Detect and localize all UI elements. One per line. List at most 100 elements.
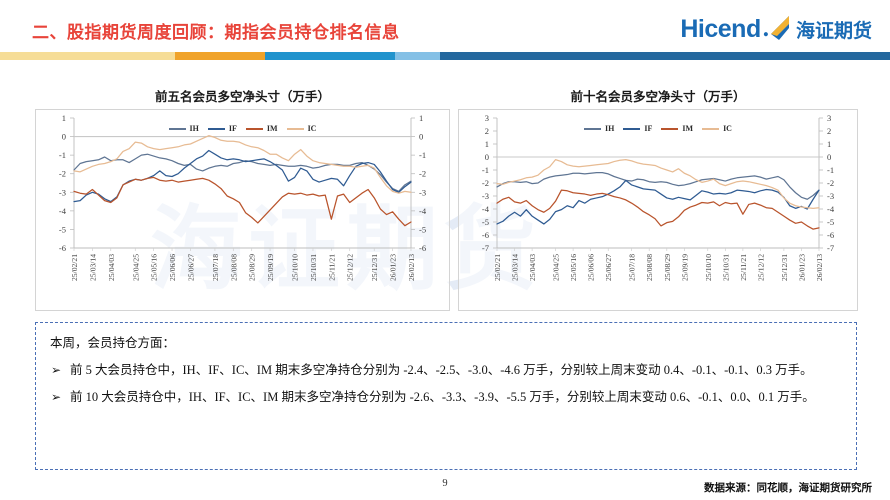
svg-text:25/08/29: 25/08/29 xyxy=(663,254,672,281)
divider-segment-orange xyxy=(175,52,265,60)
svg-text:25/09/19: 25/09/19 xyxy=(680,254,689,281)
svg-text:25/06/27: 25/06/27 xyxy=(186,254,195,281)
svg-text:0: 0 xyxy=(827,152,831,162)
svg-text:0: 0 xyxy=(62,132,66,142)
svg-text:-2: -2 xyxy=(482,178,489,188)
data-source-label: 数据来源：同花顺，海证期货研究所 xyxy=(704,483,872,494)
divider-segment-medium-blue xyxy=(265,52,395,60)
svg-text:-1: -1 xyxy=(482,165,489,175)
svg-text:-6: -6 xyxy=(59,243,66,253)
svg-text:1: 1 xyxy=(62,113,66,123)
note-text-top10: 前 10 大会员持仓中，IH、IF、IC、IM 期末多空净持仓分别为 -2.6、… xyxy=(70,389,815,404)
svg-text:25/12/31: 25/12/31 xyxy=(780,254,789,281)
svg-text:25/06/06: 25/06/06 xyxy=(168,254,177,281)
svg-text:-3: -3 xyxy=(482,191,489,201)
chart-top5-title: 前五名会员多空净头寸（万手） xyxy=(154,90,330,104)
note-item-top5: ➢ 前 5 大会员持仓中，IH、IF、IC、IM 期末多空净持仓分别为 -2.4… xyxy=(50,360,842,382)
svg-text:25/03/14: 25/03/14 xyxy=(511,254,520,281)
chart-top10-frame: 3 3 2 2 1 1 0 0 -1 -1 -2 -2 -3 -3 -4 -4 -5 -5 -6 -6 -7 -7 25/0… xyxy=(458,109,858,311)
svg-text:26/01/23: 26/01/23 xyxy=(389,254,398,281)
svg-text:25/03/14: 25/03/14 xyxy=(88,254,97,281)
svg-text:25/10/10: 25/10/10 xyxy=(704,254,713,281)
svg-text:1: 1 xyxy=(419,113,423,123)
divider-segment-dark-blue xyxy=(440,52,890,60)
svg-text:25/10/31: 25/10/31 xyxy=(721,254,730,281)
svg-text:25/04/03: 25/04/03 xyxy=(528,254,537,281)
svg-text:25/08/08: 25/08/08 xyxy=(645,254,654,281)
svg-text:25/09/19: 25/09/19 xyxy=(266,254,275,281)
svg-text:0: 0 xyxy=(419,132,423,142)
logo-swoosh-icon xyxy=(767,14,793,44)
svg-text:-1: -1 xyxy=(827,165,834,175)
logo-wordmark: Hicend xyxy=(680,14,761,43)
svg-text:-5: -5 xyxy=(482,217,489,227)
note-item-top10: ➢ 前 10 大会员持仓中，IH、IF、IC、IM 期末多空净持仓分别为 -2.… xyxy=(50,387,842,409)
page-number: 9 xyxy=(442,478,448,489)
logo-chinese-name: 海证期货 xyxy=(795,20,872,42)
svg-text:-4: -4 xyxy=(827,204,835,214)
svg-text:-1: -1 xyxy=(59,150,66,160)
svg-text:26/02/13: 26/02/13 xyxy=(407,254,416,281)
chart-top5-frame: 1 1 0 0 -1 -1 -2 -2 -3 -3 -4 -4 -5 -5 -6 -6 25/02/21 25/0… xyxy=(35,109,450,311)
svg-text:25/04/03: 25/04/03 xyxy=(107,254,116,281)
summary-note-box: 本周，会员持仓方面： ➢ 前 5 大会员持仓中，IH、IF、IC、IM 期末多空… xyxy=(35,322,857,470)
svg-text:25/08/08: 25/08/08 xyxy=(229,254,238,281)
chart-top5-plot: 1 1 0 0 -1 -1 -2 -2 -3 -3 -4 -4 -5 -5 -6 -6 25/02/21 25/0… xyxy=(59,113,427,281)
svg-text:2: 2 xyxy=(827,126,831,136)
svg-text:25/12/12: 25/12/12 xyxy=(756,254,765,281)
svg-text:-4: -4 xyxy=(59,206,67,216)
chart-top10: 前十名会员多空净头寸（万手） 3 3 2 2 1 1 0 0 -1 -1 -2 -2 -3 -3 -4 -4 -… xyxy=(458,86,858,311)
svg-text:26/02/13: 26/02/13 xyxy=(815,254,824,281)
svg-text:-7: -7 xyxy=(827,243,834,253)
svg-text:25/05/16: 25/05/16 xyxy=(150,254,159,281)
svg-text:25/04/25: 25/04/25 xyxy=(131,254,140,281)
svg-text:-2: -2 xyxy=(827,178,834,188)
svg-text:25/10/10: 25/10/10 xyxy=(291,254,300,281)
divider-segment-pale-yellow xyxy=(0,52,175,60)
note-lead: 本周，会员持仓方面： xyxy=(50,336,176,350)
svg-text:25/04/25: 25/04/25 xyxy=(552,254,561,281)
svg-text:-2: -2 xyxy=(419,169,426,179)
svg-text:-5: -5 xyxy=(59,224,66,234)
svg-text:0: 0 xyxy=(485,152,489,162)
svg-text:3: 3 xyxy=(485,113,489,123)
svg-text:-3: -3 xyxy=(827,191,834,201)
svg-text:-6: -6 xyxy=(419,243,426,253)
page-title: 二、股指期货周度回顾：期指会员持仓排名信息 xyxy=(32,23,400,42)
svg-text:25/11/21: 25/11/21 xyxy=(327,254,336,281)
chart-top5: 前五名会员多空净头寸（万手） 1 1 0 0 -1 -1 -2 -2 -3 -3 -4 -4 -5 -5 -… xyxy=(35,86,450,311)
svg-text:-6: -6 xyxy=(827,230,834,240)
note-text-top5: 前 5 大会员持仓中，IH、IF、IC、IM 期末多空净持仓分别为 -2.4、-… xyxy=(70,363,813,377)
svg-text:2: 2 xyxy=(485,126,489,136)
svg-text:-3: -3 xyxy=(59,187,66,197)
svg-text:25/10/31: 25/10/31 xyxy=(309,254,318,281)
chart-top10-plot: 3 3 2 2 1 1 0 0 -1 -1 -2 -2 -3 -3 -4 -4 -5 -5 -6 -6 -7 -7 25/0… xyxy=(482,113,835,281)
header-divider-bar xyxy=(0,52,890,60)
note-bullet-icon: ➢ xyxy=(51,389,62,404)
svg-text:1: 1 xyxy=(485,139,489,149)
svg-text:-3: -3 xyxy=(419,187,426,197)
svg-text:25/02/21: 25/02/21 xyxy=(493,254,502,281)
svg-text:25/07/18: 25/07/18 xyxy=(211,254,220,281)
svg-text:-1: -1 xyxy=(419,150,426,160)
svg-text:25/07/18: 25/07/18 xyxy=(628,254,637,281)
svg-text:3: 3 xyxy=(827,113,831,123)
logo-dot: . xyxy=(762,15,769,42)
divider-segment-light-blue xyxy=(395,52,440,60)
svg-text:-7: -7 xyxy=(482,243,489,253)
svg-text:-5: -5 xyxy=(419,224,426,234)
svg-text:-6: -6 xyxy=(482,230,489,240)
note-bullet-icon: ➢ xyxy=(51,363,62,377)
svg-text:25/05/16: 25/05/16 xyxy=(569,254,578,281)
svg-text:25/02/21: 25/02/21 xyxy=(70,254,79,281)
svg-text:25/12/31: 25/12/31 xyxy=(370,254,379,281)
company-logo: Hicend . 海证期货 xyxy=(680,12,872,46)
svg-text:-5: -5 xyxy=(827,217,834,227)
svg-text:25/11/21: 25/11/21 xyxy=(739,254,748,281)
svg-text:25/08/29: 25/08/29 xyxy=(248,254,257,281)
svg-text:-4: -4 xyxy=(482,204,490,214)
svg-text:25/06/06: 25/06/06 xyxy=(587,254,596,281)
svg-text:1: 1 xyxy=(827,139,831,149)
svg-text:25/06/27: 25/06/27 xyxy=(604,254,613,281)
